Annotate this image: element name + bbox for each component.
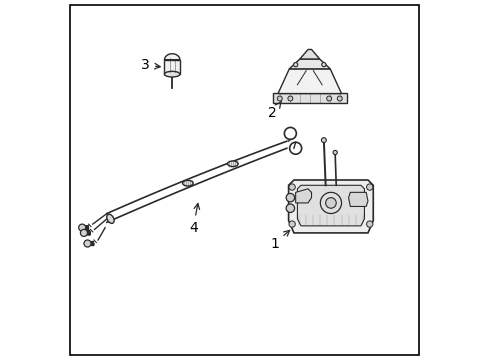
Circle shape xyxy=(326,96,331,101)
Circle shape xyxy=(288,184,295,190)
Circle shape xyxy=(321,138,325,143)
Circle shape xyxy=(84,240,91,247)
Circle shape xyxy=(320,192,341,213)
Circle shape xyxy=(285,204,294,212)
Polygon shape xyxy=(288,180,372,233)
Circle shape xyxy=(337,96,342,101)
Bar xyxy=(164,60,180,74)
Circle shape xyxy=(332,150,337,154)
Polygon shape xyxy=(297,185,364,226)
Circle shape xyxy=(287,96,292,101)
Ellipse shape xyxy=(227,161,238,167)
Polygon shape xyxy=(289,59,329,69)
Bar xyxy=(272,93,346,103)
Polygon shape xyxy=(164,54,180,60)
Polygon shape xyxy=(295,189,311,203)
Circle shape xyxy=(288,221,295,227)
Text: 3: 3 xyxy=(141,58,160,72)
Text: 4: 4 xyxy=(188,203,199,235)
Ellipse shape xyxy=(182,180,193,186)
Polygon shape xyxy=(348,192,367,207)
Polygon shape xyxy=(299,49,319,59)
Polygon shape xyxy=(278,69,341,94)
Circle shape xyxy=(277,96,282,101)
Text: 2: 2 xyxy=(268,101,281,120)
Circle shape xyxy=(321,63,325,67)
Ellipse shape xyxy=(164,71,180,77)
Circle shape xyxy=(285,193,294,202)
Circle shape xyxy=(293,63,297,67)
Text: 1: 1 xyxy=(269,230,289,251)
Circle shape xyxy=(366,221,372,227)
Circle shape xyxy=(325,198,336,208)
Ellipse shape xyxy=(106,214,114,223)
Circle shape xyxy=(79,224,85,231)
Circle shape xyxy=(366,184,372,190)
Circle shape xyxy=(81,229,87,237)
